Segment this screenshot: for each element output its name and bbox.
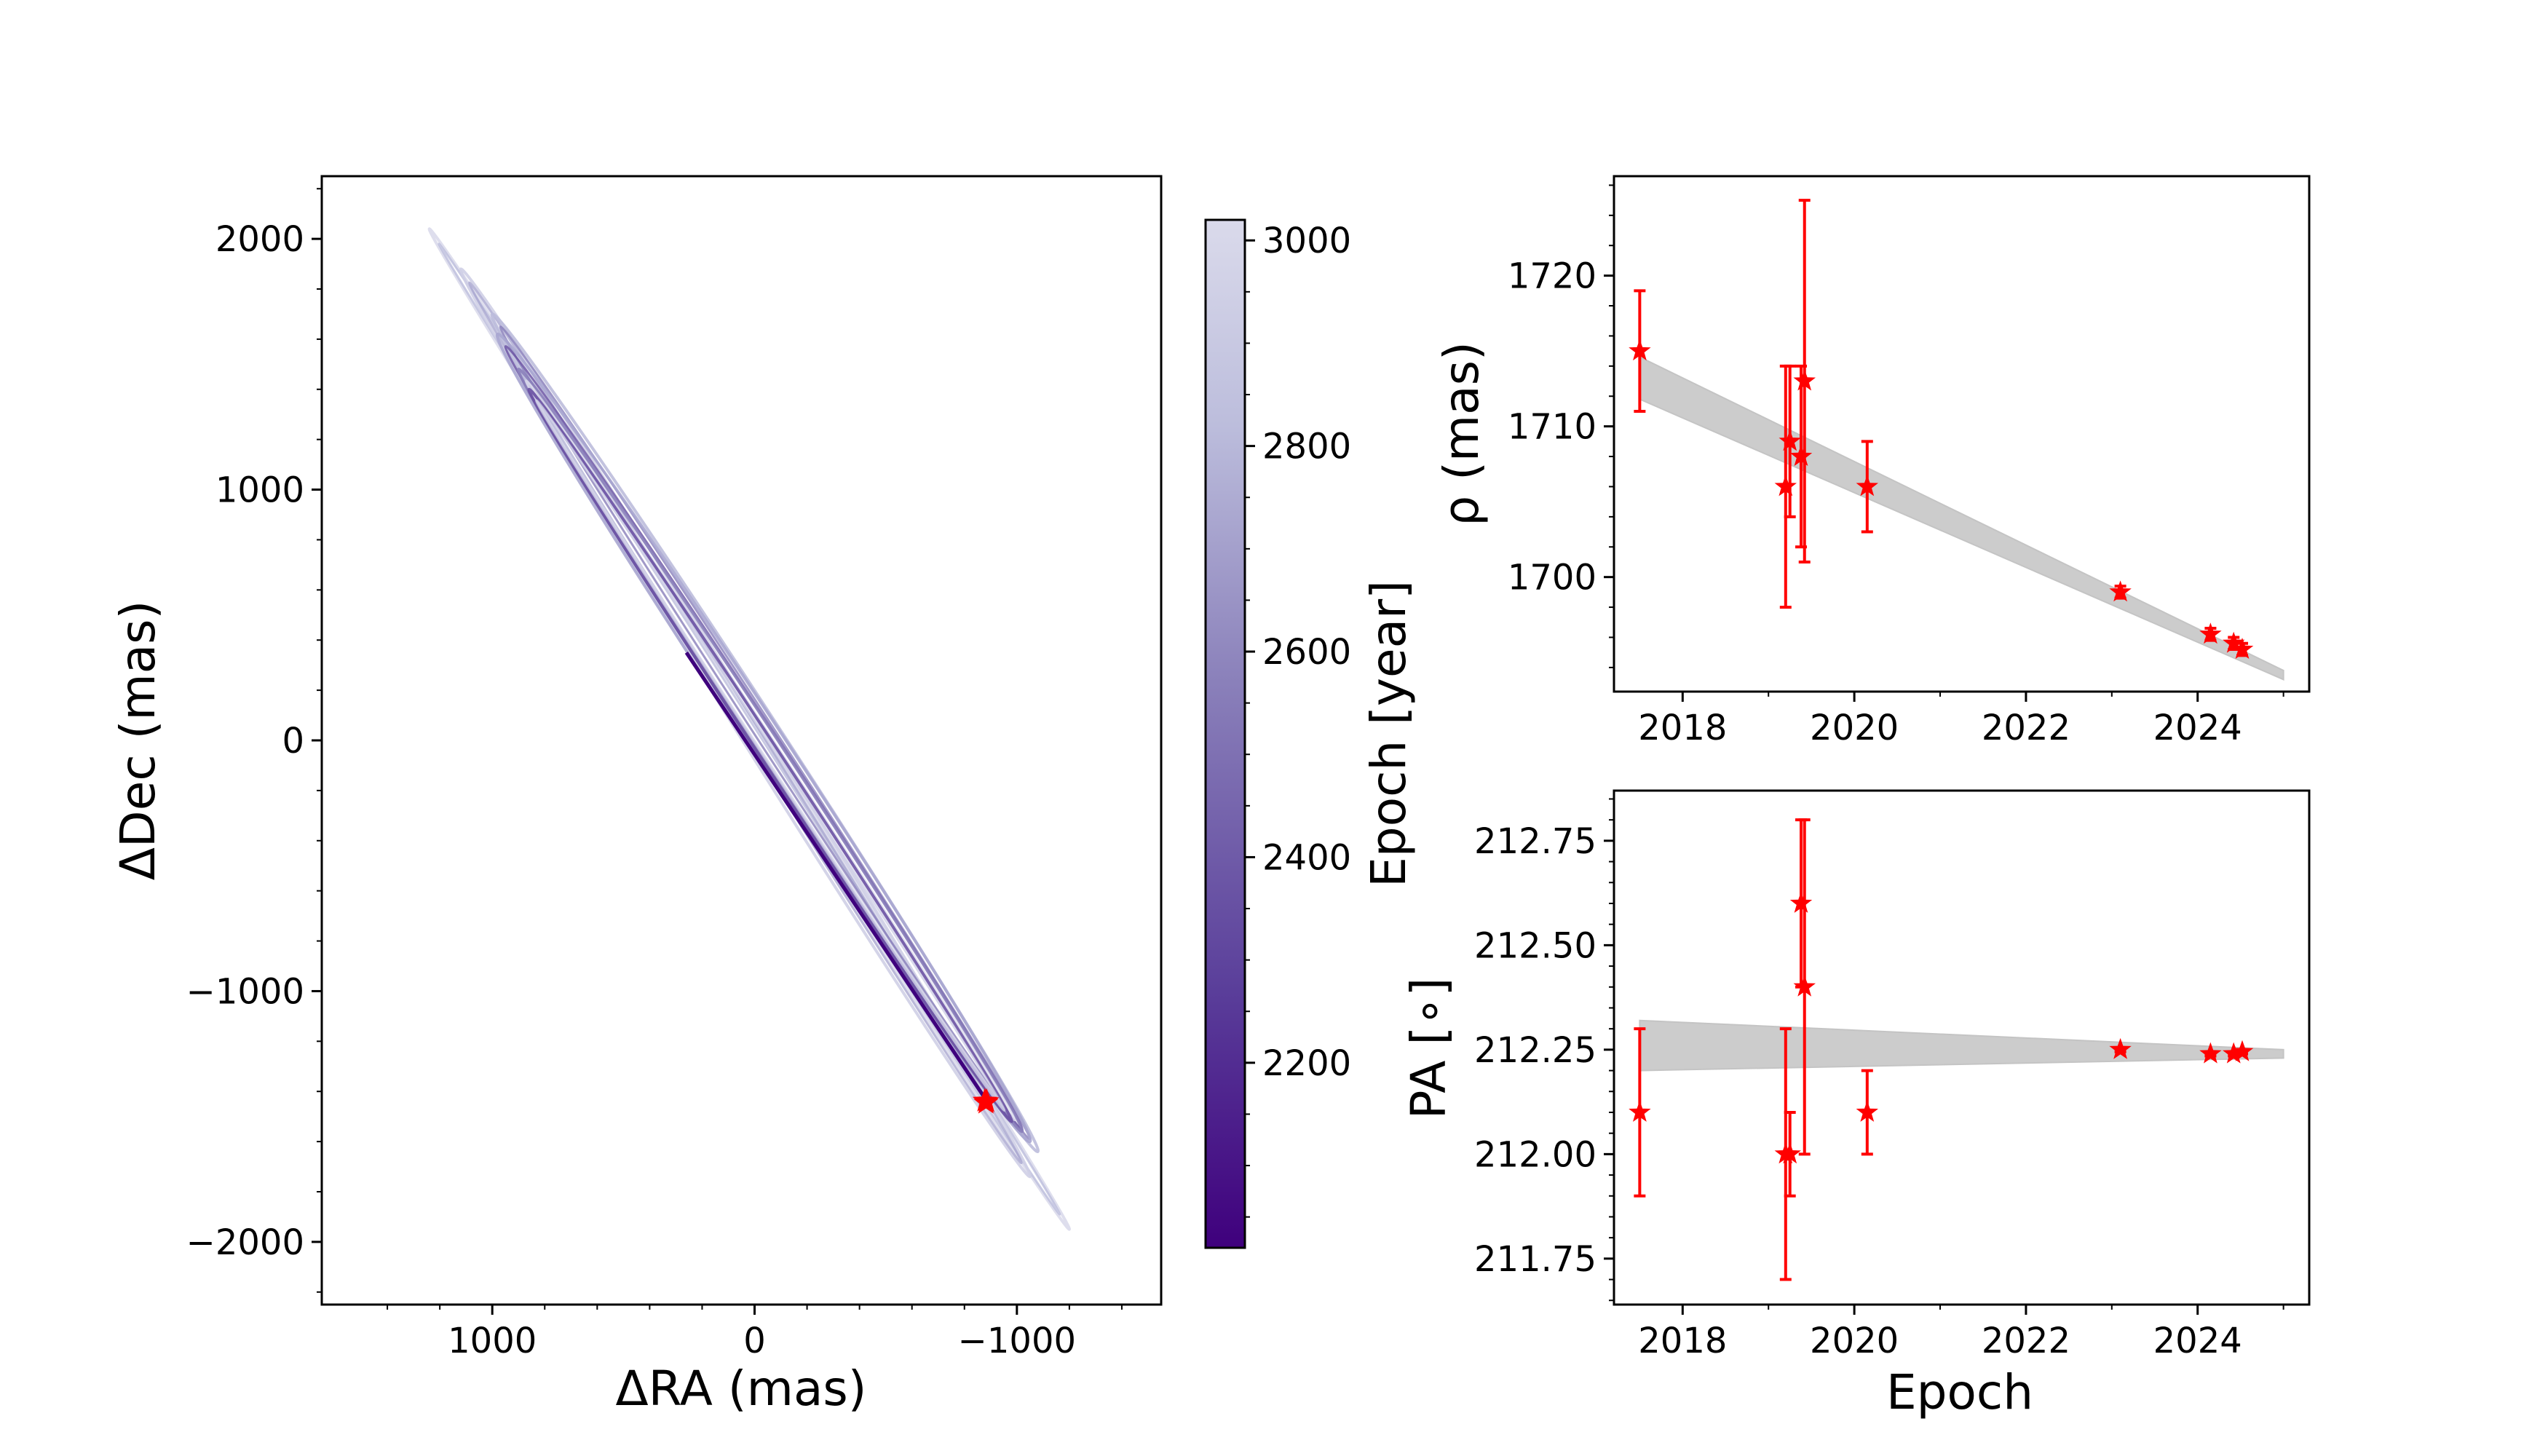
orbit-y-tick-label: −2000 <box>186 1222 304 1263</box>
orbit-astrometry-star <box>974 1088 1000 1112</box>
position-angle-x-axis-label: Epoch <box>1886 1364 2033 1420</box>
separation-model-band <box>1639 355 2284 681</box>
orbit-y-axis-label: ΔDec (mas) <box>110 601 166 880</box>
position-angle-y-tick-label: 212.25 <box>1474 1030 1597 1071</box>
orbit-x-tick-label: 1000 <box>448 1321 537 1361</box>
position-angle-y-ticks: 211.75 212.00 212.25 212.50 212.75 <box>1474 798 1614 1302</box>
separation-y-ticks: 1700 1710 1720 <box>1508 184 1614 668</box>
separation-axes-frame <box>1613 175 2311 693</box>
separation-data-star <box>2223 631 2245 653</box>
separation-x-tick-label: 2020 <box>1810 708 1899 748</box>
orbit-x-tick-label: 0 <box>743 1321 766 1361</box>
orbit-y-tick-label: −1000 <box>186 971 304 1012</box>
separation-x-tick-label: 2022 <box>1982 708 2070 748</box>
separation-y-tick-label: 1710 <box>1508 407 1597 448</box>
separation-data-star <box>1774 475 1797 496</box>
orbit-y-tick-label: 1000 <box>215 470 304 511</box>
position-angle-y-tick-label: 212.50 <box>1474 925 1597 966</box>
orbit-track <box>468 281 1023 1165</box>
separation-data-star <box>1629 339 1651 361</box>
position-angle-y-tick-label: 212.75 <box>1474 821 1597 862</box>
position-angle-plot-area <box>1629 818 2284 1281</box>
separation-y-tick-label: 1700 <box>1508 558 1597 598</box>
separation-data-star <box>1779 430 1801 451</box>
position-angle-x-tick-label: 2024 <box>2153 1321 2242 1361</box>
separation-y-tick-label: 1720 <box>1508 256 1597 297</box>
separation-data-star <box>1789 445 1813 466</box>
separation-y-axis-label: ρ (mas) <box>1433 341 1489 526</box>
separation-x-tick-label: 2024 <box>2153 708 2242 748</box>
position-angle-data-star <box>1629 1101 1651 1122</box>
position-angle-data-star <box>2199 1042 2222 1064</box>
orbit-astrometry-points <box>972 1088 1000 1114</box>
position-angle-data-star <box>2231 1040 2254 1061</box>
colorbar-tick-label: 2800 <box>1262 427 1351 467</box>
position-angle-panel: 2018 2020 2022 2024 211.75 212.00 212.25 212.5… <box>1401 789 2311 1420</box>
orbit-dark-track <box>684 652 987 1100</box>
position-angle-y-axis-label: PA [∘] <box>1401 978 1457 1120</box>
position-angle-data-star <box>1789 892 1813 913</box>
orbit-track <box>527 387 1013 1123</box>
colorbar-gradient <box>1204 218 1246 1249</box>
position-angle-data-star <box>1793 975 1816 997</box>
orbit-y-tick-label: 0 <box>282 721 304 761</box>
orbit-tracks <box>427 227 1071 1231</box>
colorbar-tick-label: 3000 <box>1262 221 1351 261</box>
position-angle-data-points <box>1629 818 2254 1281</box>
separation-data-star <box>2109 580 2132 602</box>
colorbar-tick-label: 2200 <box>1262 1043 1351 1084</box>
colorbar-tick-label: 2400 <box>1262 837 1351 878</box>
orbit-y-tick-label: 2000 <box>215 219 304 260</box>
orbit-x-tick-label: −1000 <box>958 1321 1076 1361</box>
orbit-x-axis-label: ΔRA (mas) <box>615 1361 866 1417</box>
separation-data-star <box>1793 369 1816 391</box>
separation-x-tick-label: 2018 <box>1638 708 1727 748</box>
position-angle-data-star <box>1779 1142 1801 1164</box>
colorbar: 2200 2400 2600 2800 3000 Epoch [year] <box>1204 218 1417 1249</box>
position-angle-data-star <box>1856 1101 1878 1122</box>
position-angle-data-star <box>2223 1042 2245 1064</box>
colorbar-label: Epoch [year] <box>1361 580 1417 887</box>
position-angle-y-tick-label: 212.00 <box>1474 1134 1597 1175</box>
position-angle-y-tick-label: 211.75 <box>1474 1239 1597 1280</box>
separation-data-star <box>2199 622 2222 644</box>
colorbar-tick-label: 2600 <box>1262 632 1351 673</box>
position-angle-data-star <box>2109 1037 2132 1059</box>
position-angle-x-tick-label: 2018 <box>1638 1321 1727 1361</box>
position-angle-model-band <box>1639 1019 2284 1072</box>
position-angle-axes-frame <box>1613 789 2311 1306</box>
position-angle-x-tick-label: 2020 <box>1810 1321 1899 1361</box>
separation-data-points <box>1629 199 2254 659</box>
colorbar-ticks: 2200 2400 2600 2800 3000 <box>1245 221 1351 1218</box>
separation-data-star <box>2231 638 2254 659</box>
orbit-panel: 1000 0 −1000 2000 1000 0 −1000 −2000 ΔRA (mas)… <box>110 175 1163 1417</box>
separation-data-star <box>1856 475 1878 496</box>
separation-x-ticks: 2018 2020 2022 2024 <box>1638 692 2284 748</box>
position-angle-x-ticks: 2018 2020 2022 2024 <box>1638 1305 2284 1361</box>
orbit-plot-area <box>427 227 1071 1231</box>
orbit-track <box>535 399 1006 1112</box>
position-angle-x-tick-label: 2022 <box>1982 1321 2070 1361</box>
separation-panel: 2018 2020 2022 2024 1700 1710 1720 ρ (mas) <box>1433 175 2311 748</box>
separation-plot-area <box>1629 199 2284 681</box>
orbit-x-ticks: 1000 0 −1000 <box>387 1305 1123 1361</box>
orbit-y-ticks: 2000 1000 0 −1000 −2000 <box>186 188 322 1293</box>
